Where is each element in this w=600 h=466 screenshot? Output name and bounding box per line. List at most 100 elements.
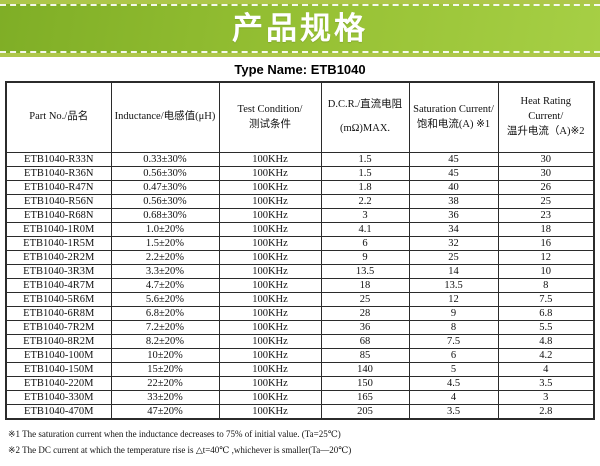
cell-test-condition: 100KHz xyxy=(218,334,322,349)
cell-saturation-current: 40 xyxy=(408,180,499,195)
heat-rating-line3: 温升电流（A)※2 xyxy=(506,125,585,137)
cell-heat-rating-current: 6.8 xyxy=(497,306,595,321)
cell-part-no: ETB1040-220M xyxy=(5,376,112,391)
cell-part-no: ETB1040-2R2M xyxy=(5,250,112,265)
banner-stitched-ribbon: 产品规格 xyxy=(0,4,600,53)
cell-dcr: 28 xyxy=(320,306,410,321)
cell-part-no: ETB1040-6R8M xyxy=(5,306,112,321)
cell-test-condition: 100KHz xyxy=(218,208,322,223)
cell-dcr: 1.5 xyxy=(320,166,410,181)
cell-heat-rating-current: 12 xyxy=(497,250,595,265)
cell-inductance: 33±20% xyxy=(110,390,220,405)
cell-saturation-current: 36 xyxy=(408,208,499,223)
table-row: ETB1040-R33N 0.33±30% 100KHz 1.5 45 30 xyxy=(5,152,595,167)
cell-saturation-current: 13.5 xyxy=(408,278,499,293)
table-row: ETB1040-R56N 0.56±30% 100KHz 2.2 38 25 xyxy=(5,194,595,209)
cell-inductance: 47±20% xyxy=(110,404,220,420)
table-row: ETB1040-6R8M 6.8±20% 100KHz 28 9 6.8 xyxy=(5,306,595,321)
col-header-inductance: Inductance/电感值(μH) xyxy=(110,81,220,153)
cell-saturation-current: 14 xyxy=(408,264,499,279)
cell-test-condition: 100KHz xyxy=(218,348,322,363)
cell-test-condition: 100KHz xyxy=(218,180,322,195)
table-row: ETB1040-150M 15±20% 100KHz 140 5 4 xyxy=(5,362,595,377)
cell-saturation-current: 8 xyxy=(408,320,499,335)
heat-rating-line2: Current/ xyxy=(528,111,564,123)
cell-part-no: ETB1040-R68N xyxy=(5,208,112,223)
cell-part-no: ETB1040-3R3M xyxy=(5,264,112,279)
cell-test-condition: 100KHz xyxy=(218,278,322,293)
cell-inductance: 1.0±20% xyxy=(110,222,220,237)
col-header-inductance-label: Inductance/电感值(μH) xyxy=(114,111,216,123)
col-header-heat-rating-current: Heat Rating Current/ 温升电流（A)※2 xyxy=(497,81,595,153)
heat-rating-line1: Heat Rating xyxy=(520,96,571,108)
cell-inductance: 7.2±20% xyxy=(110,320,220,335)
cell-heat-rating-current: 7.5 xyxy=(497,292,595,307)
footnote-2: ※2 The DC current at which the temperatu… xyxy=(8,445,352,455)
cell-part-no: ETB1040-R33N xyxy=(5,152,112,167)
cell-inductance: 10±20% xyxy=(110,348,220,363)
cell-saturation-current: 32 xyxy=(408,236,499,251)
cell-heat-rating-current: 4.8 xyxy=(497,334,595,349)
table-row: ETB1040-470M 47±20% 100KHz 205 3.5 2.8 xyxy=(5,404,595,420)
cell-dcr: 140 xyxy=(320,362,410,377)
table-row: ETB1040-4R7M 4.7±20% 100KHz 18 13.5 8 xyxy=(5,278,595,293)
table-row: ETB1040-3R3M 3.3±20% 100KHz 13.5 14 10 xyxy=(5,264,595,279)
cell-test-condition: 100KHz xyxy=(218,390,322,405)
cell-saturation-current: 25 xyxy=(408,250,499,265)
cell-part-no: ETB1040-470M xyxy=(5,404,112,420)
cell-heat-rating-current: 23 xyxy=(497,208,595,223)
cell-inductance: 4.7±20% xyxy=(110,278,220,293)
cell-inductance: 5.6±20% xyxy=(110,292,220,307)
cell-saturation-current: 7.5 xyxy=(408,334,499,349)
table-row: ETB1040-1R0M 1.0±20% 100KHz 4.1 34 18 xyxy=(5,222,595,237)
cell-saturation-current: 4.5 xyxy=(408,376,499,391)
header-row: Part No./品名 Inductance/电感值(μH) Test Cond… xyxy=(5,81,595,153)
table-row: ETB1040-330M 33±20% 100KHz 165 4 3 xyxy=(5,390,595,405)
cell-test-condition: 100KHz xyxy=(218,194,322,209)
cell-dcr: 165 xyxy=(320,390,410,405)
cell-heat-rating-current: 8 xyxy=(497,278,595,293)
cell-part-no: ETB1040-1R0M xyxy=(5,222,112,237)
cell-heat-rating-current: 10 xyxy=(497,264,595,279)
table-row: ETB1040-7R2M 7.2±20% 100KHz 36 8 5.5 xyxy=(5,320,595,335)
cell-test-condition: 100KHz xyxy=(218,264,322,279)
cell-part-no: ETB1040-R56N xyxy=(5,194,112,209)
saturation-line2: 饱和电流(A) ※1 xyxy=(416,118,491,130)
footnotes: ※1 The saturation current when the induc… xyxy=(8,426,600,458)
cell-dcr: 6 xyxy=(320,236,410,251)
cell-inductance: 0.56±30% xyxy=(110,194,220,209)
cell-part-no: ETB1040-7R2M xyxy=(5,320,112,335)
cell-dcr: 25 xyxy=(320,292,410,307)
cell-test-condition: 100KHz xyxy=(218,250,322,265)
cell-dcr: 3 xyxy=(320,208,410,223)
cell-part-no: ETB1040-R36N xyxy=(5,166,112,181)
cell-inductance: 2.2±20% xyxy=(110,250,220,265)
cell-part-no: ETB1040-150M xyxy=(5,362,112,377)
cell-dcr: 150 xyxy=(320,376,410,391)
cell-saturation-current: 12 xyxy=(408,292,499,307)
cell-heat-rating-current: 2.8 xyxy=(497,404,595,420)
cell-dcr: 85 xyxy=(320,348,410,363)
cell-test-condition: 100KHz xyxy=(218,222,322,237)
cell-test-condition: 100KHz xyxy=(218,306,322,321)
cell-saturation-current: 5 xyxy=(408,362,499,377)
cell-saturation-current: 9 xyxy=(408,306,499,321)
table-row: ETB1040-5R6M 5.6±20% 100KHz 25 12 7.5 xyxy=(5,292,595,307)
cell-heat-rating-current: 3.5 xyxy=(497,376,595,391)
cell-saturation-current: 34 xyxy=(408,222,499,237)
table-row: ETB1040-R36N 0.56±30% 100KHz 1.5 45 30 xyxy=(5,166,595,181)
cell-test-condition: 100KHz xyxy=(218,152,322,167)
table-row: ETB1040-220M 22±20% 100KHz 150 4.5 3.5 xyxy=(5,376,595,391)
cell-inductance: 22±20% xyxy=(110,376,220,391)
cell-dcr: 9 xyxy=(320,250,410,265)
cell-test-condition: 100KHz xyxy=(218,320,322,335)
cell-heat-rating-current: 3 xyxy=(497,390,595,405)
cell-part-no: ETB1040-8R2M xyxy=(5,334,112,349)
cell-heat-rating-current: 18 xyxy=(497,222,595,237)
cell-heat-rating-current: 30 xyxy=(497,166,595,181)
cell-part-no: ETB1040-330M xyxy=(5,390,112,405)
cell-dcr: 1.8 xyxy=(320,180,410,195)
cell-dcr: 1.5 xyxy=(320,152,410,167)
table-row: ETB1040-1R5M 1.5±20% 100KHz 6 32 16 xyxy=(5,236,595,251)
dcr-line2: (mΩ)MAX. xyxy=(339,123,391,134)
